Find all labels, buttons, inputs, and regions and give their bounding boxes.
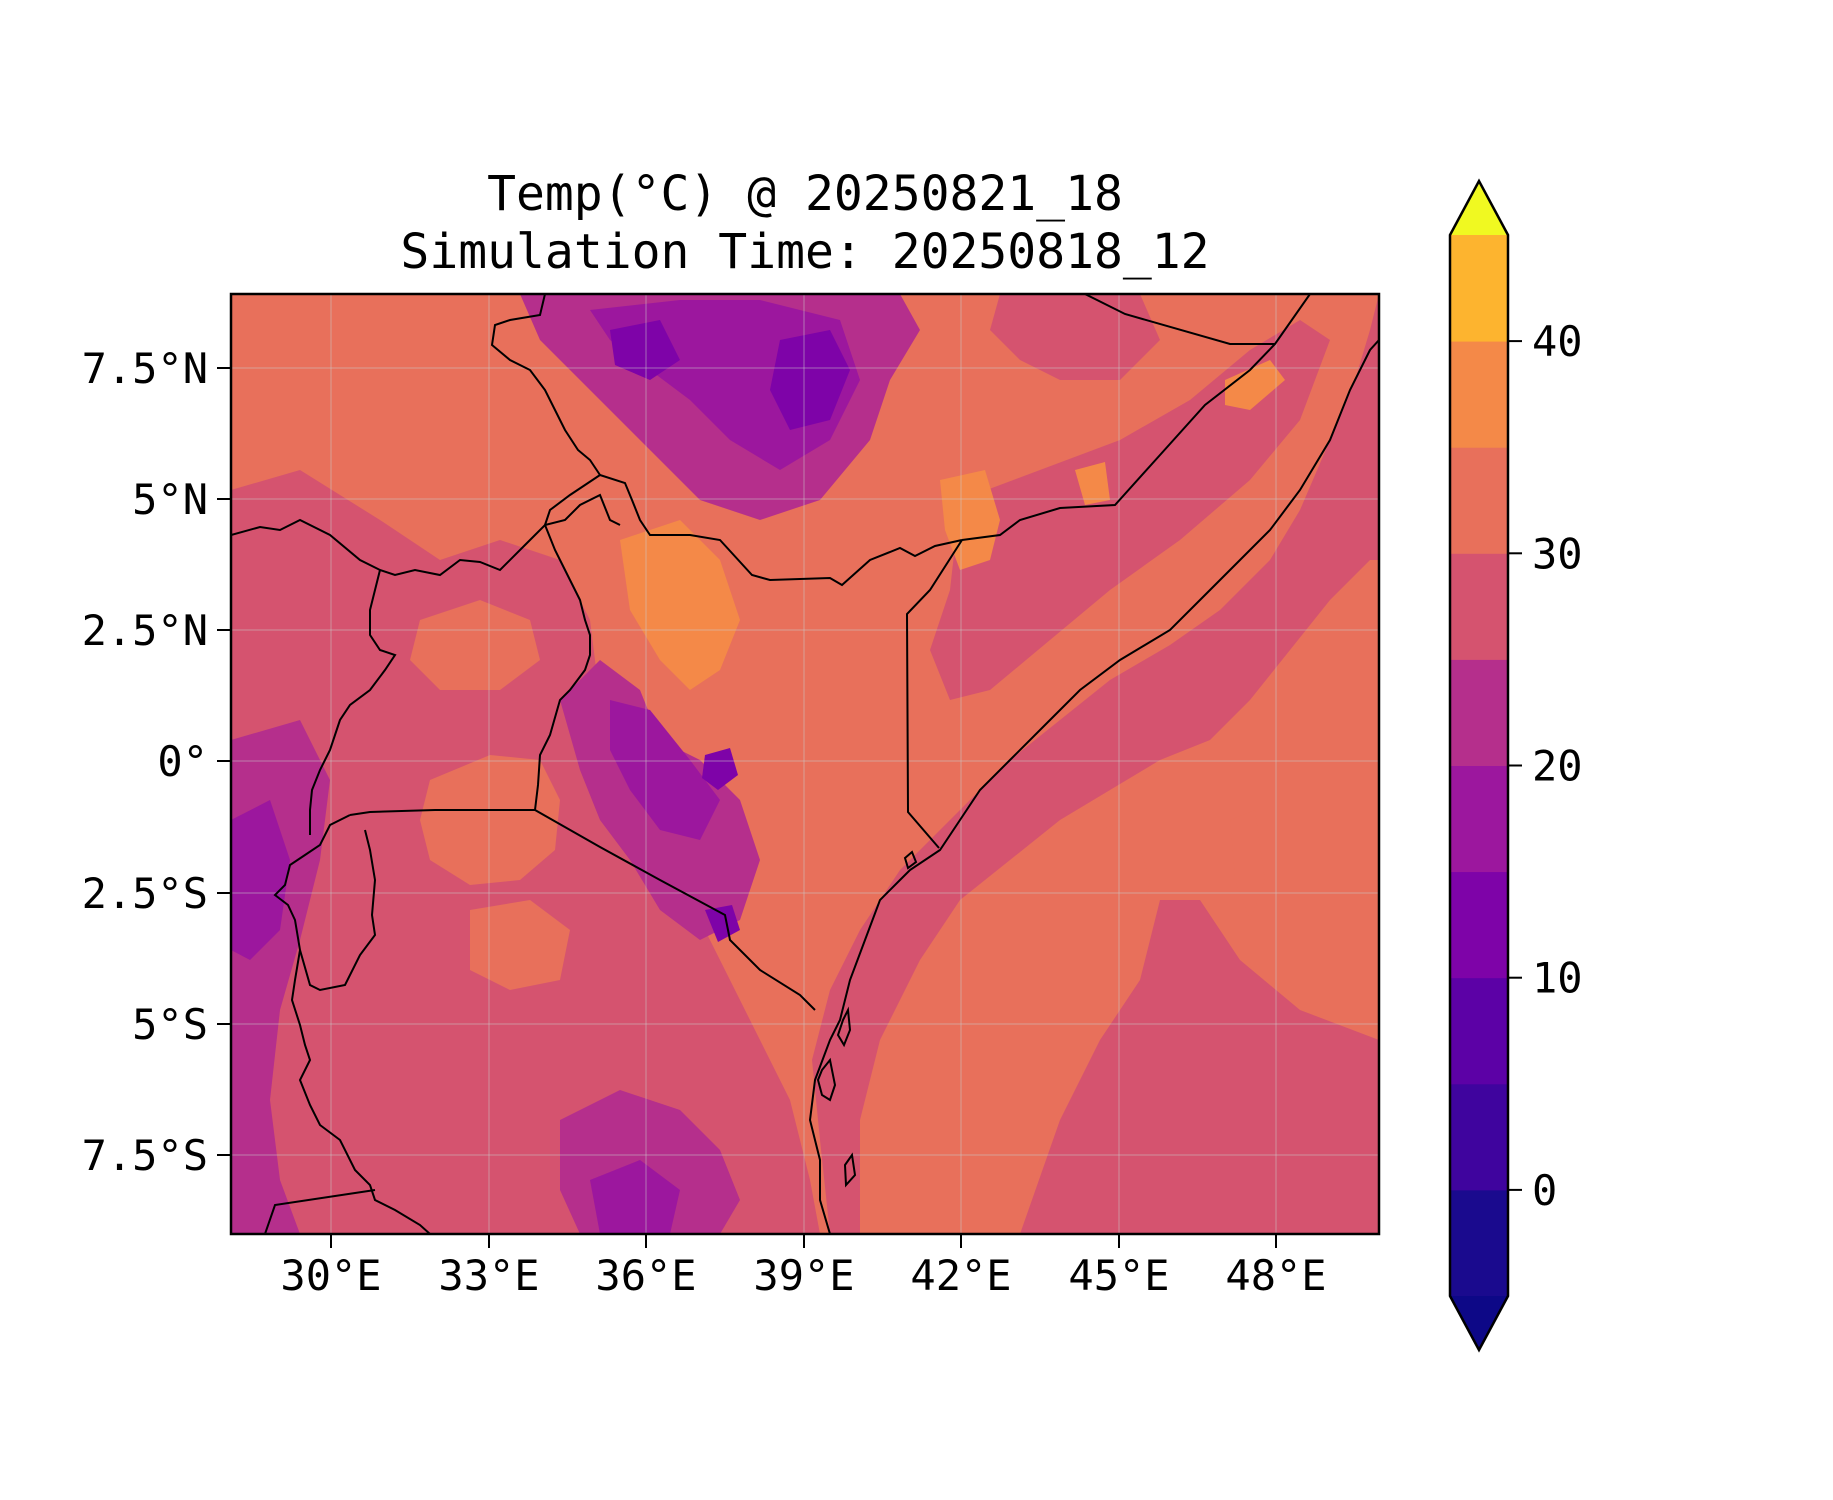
colorbar-band [1450,235,1508,342]
colorbar-tick-label: 30 [1532,529,1583,578]
y-tick-label: 7.5°S [82,1131,208,1180]
kilimanjaro-peak [705,905,740,942]
drc-tanzania-lake-border [290,949,431,1234]
pemba-island [836,1006,852,1048]
east-africa-coastline [808,339,1379,1234]
country-borders [231,294,1379,1234]
colorbar-band [1450,1189,1508,1297]
x-axis: 30°E 33°E 36°E 39°E 42°E 45°E 48°E [280,1234,1327,1300]
ethiopia-somalia-border [961,294,1311,541]
colorbar-tick-label: 40 [1532,317,1583,366]
uganda-kenya-border [534,524,591,811]
x-tick-label: 45°E [1068,1251,1169,1300]
y-tick-label: 2.5°S [82,869,208,918]
colorbar-band [1450,977,1508,1085]
colorbar-band [1450,553,1508,660]
south-sudan-border [231,493,621,577]
x-tick-label: 30°E [280,1251,381,1300]
colorbar-ticks: 0 10 20 30 40 [1508,317,1583,1215]
colorbar-band [1450,341,1508,448]
tanzania-north-border [349,809,535,816]
northeast-kenya-hot [940,470,1000,570]
ocean-warm-streak-1 [1100,820,1150,940]
colorbar-band [1450,871,1508,979]
colorbar-tick-label: 0 [1532,1166,1557,1215]
x-tick-label: 33°E [438,1251,539,1300]
colorbar: 0 10 20 30 40 [1448,178,1583,1353]
ogaden-hot [1075,462,1110,505]
lamu-islands [903,850,918,870]
ethiopia-lowland-cool [990,294,1160,380]
x-tick-label: 39°E [753,1251,854,1300]
y-tick-label: 5°S [132,1000,208,1049]
colorbar-over-triangle [1450,181,1508,235]
x-tick-label: 42°E [910,1251,1011,1300]
colorbar-bands [1450,235,1508,1297]
colorbar-under-triangle [1450,1296,1508,1350]
colorbar-band [1450,765,1508,873]
colorbar-outline [1448,178,1510,1353]
y-tick-label: 0° [157,737,208,786]
ethiopian-peaks-2 [610,320,680,380]
tanzania-warm-patch [470,900,570,990]
colorbar-band [1450,447,1508,554]
y-axis: 7.5°N 5°N 2.5°N 0° 2.5°S 5°S 7.5°S [82,344,231,1180]
kenya-highlands-cold [610,700,720,840]
somalia-interior-cool [930,320,1330,700]
uganda-center-warm [410,600,540,690]
colorbar-band [1450,1083,1508,1191]
turkana-hot [620,520,740,690]
mt-kenya-peak [702,748,738,790]
somaliland-north-border [1084,294,1275,345]
colorbar-band [1450,659,1508,766]
zanzibar-island [816,1057,837,1102]
x-tick-label: 36°E [595,1251,696,1300]
title-line-1: Temp(°C) @ 20250821_18 [487,166,1123,222]
kenya-tanzania-border [534,809,816,1011]
ethiopia-west-border [490,294,601,476]
zambia-tanzania-border [264,1189,376,1234]
title-line-2: Simulation Time: 20250818_12 [400,224,1209,280]
mafia-island [843,1152,857,1188]
gridlines [231,294,1379,1234]
colorbar-tick-label: 20 [1532,742,1583,791]
x-tick-label: 48°E [1225,1251,1326,1300]
colorbar-tick-label: 10 [1532,954,1583,1003]
y-tick-label: 5°N [132,475,208,524]
y-tick-label: 2.5°N [82,606,208,655]
map-plot-area [231,294,1379,1234]
somaliland-hot [1225,360,1285,410]
ethiopian-peaks [770,330,850,430]
drc-uganda-border [309,569,397,835]
ocean-warm-streak-2 [1230,810,1265,920]
lake-victoria-warm [420,755,560,885]
western-rift-cold [231,800,290,960]
y-tick-label: 7.5°N [82,344,208,393]
kenya-somalia-border [905,539,963,849]
tanzania-south-cold [590,1160,680,1234]
